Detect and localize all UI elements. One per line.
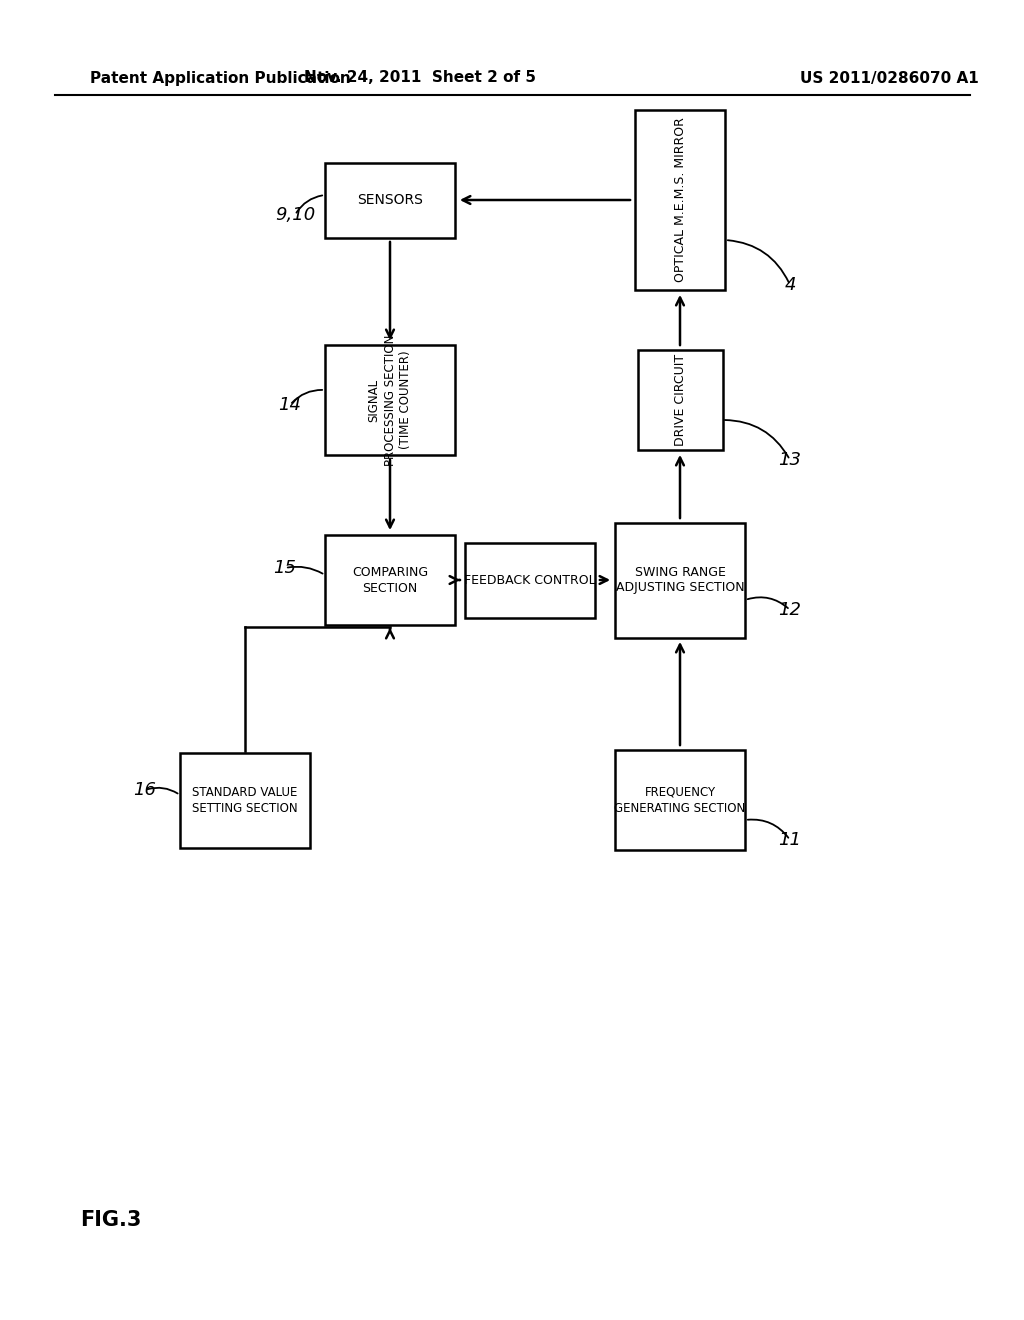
Text: 16: 16 (133, 781, 157, 799)
Text: 15: 15 (273, 558, 297, 577)
Text: 4: 4 (784, 276, 796, 294)
Text: FEEDBACK CONTROL: FEEDBACK CONTROL (464, 573, 596, 586)
Text: OPTICAL M.E.M.S. MIRROR: OPTICAL M.E.M.S. MIRROR (674, 117, 686, 282)
Bar (615, 523, 745, 638)
Bar (325, 535, 455, 624)
Text: FREQUENCY
GENERATING SECTION: FREQUENCY GENERATING SECTION (614, 785, 745, 814)
Text: 11: 11 (778, 832, 802, 849)
Text: 9,10: 9,10 (274, 206, 315, 224)
Text: FIG.3: FIG.3 (80, 1210, 141, 1230)
Bar (615, 750, 745, 850)
Text: SIGNAL
PROCESSING SECTION
(TIME COUNTER): SIGNAL PROCESSING SECTION (TIME COUNTER) (368, 334, 413, 466)
Text: STANDARD VALUE
SETTING SECTION: STANDARD VALUE SETTING SECTION (193, 785, 298, 814)
Text: COMPARING
SECTION: COMPARING SECTION (352, 565, 428, 594)
Bar (180, 752, 310, 847)
Text: 14: 14 (279, 396, 301, 414)
Text: 12: 12 (778, 601, 802, 619)
Bar (465, 543, 595, 618)
Bar (638, 350, 723, 450)
Bar (325, 162, 455, 238)
Text: 13: 13 (778, 451, 802, 469)
Text: SWING RANGE
ADJUSTING SECTION: SWING RANGE ADJUSTING SECTION (615, 565, 744, 594)
Text: DRIVE CIRCUIT: DRIVE CIRCUIT (674, 354, 686, 446)
Text: SENSORS: SENSORS (357, 193, 423, 207)
Bar (325, 345, 455, 455)
Text: Nov. 24, 2011  Sheet 2 of 5: Nov. 24, 2011 Sheet 2 of 5 (304, 70, 536, 86)
Text: US 2011/0286070 A1: US 2011/0286070 A1 (800, 70, 979, 86)
Bar (635, 110, 725, 290)
Text: Patent Application Publication: Patent Application Publication (90, 70, 351, 86)
